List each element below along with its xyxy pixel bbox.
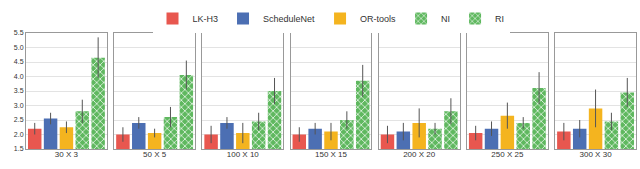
svg-text:5.5: 5.5 [14, 29, 24, 36]
svg-text:250 X 25: 250 X 25 [491, 150, 524, 159]
svg-text:300 X 30: 300 X 30 [580, 150, 613, 159]
svg-text:1.5: 1.5 [14, 145, 24, 152]
svg-text:150 X 15: 150 X 15 [315, 150, 348, 159]
svg-text:3.0: 3.0 [14, 102, 24, 109]
svg-text:LK-H3: LK-H3 [193, 14, 219, 24]
svg-text:200 X 20: 200 X 20 [403, 150, 436, 159]
svg-text:2.5: 2.5 [14, 116, 24, 123]
svg-text:OR-tools: OR-tools [360, 14, 396, 24]
svg-text:50 X 5: 50 X 5 [143, 150, 167, 159]
svg-text:4.5: 4.5 [14, 58, 24, 65]
svg-text:NI: NI [441, 14, 450, 24]
svg-text:RI: RI [495, 14, 504, 24]
svg-text:2.0: 2.0 [14, 131, 24, 138]
svg-text:ScheduleNet: ScheduleNet [263, 14, 315, 24]
svg-text:30 X 3: 30 X 3 [55, 150, 79, 159]
svg-text:3.5: 3.5 [14, 87, 24, 94]
svg-text:4.0: 4.0 [14, 73, 24, 80]
svg-text:100 X 10: 100 X 10 [227, 150, 260, 159]
svg-text:5.0: 5.0 [14, 44, 24, 51]
